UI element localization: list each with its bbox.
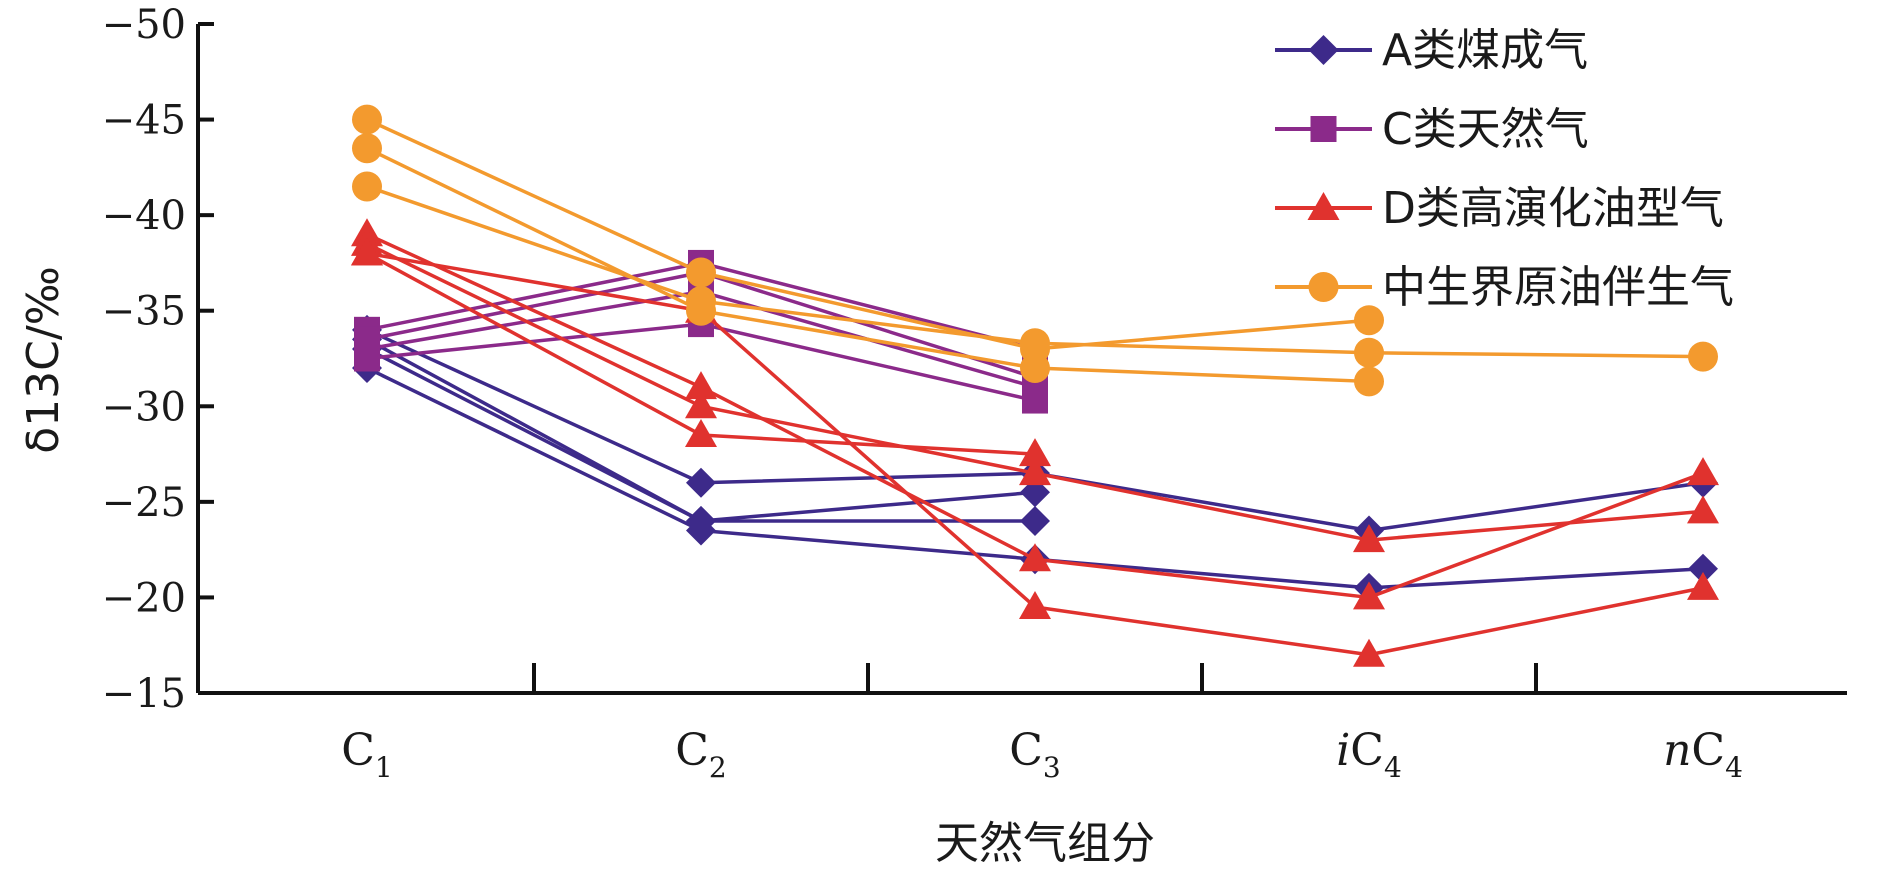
legend-marker xyxy=(1308,272,1339,302)
data-point xyxy=(686,286,716,317)
data-point xyxy=(1687,571,1719,600)
data-point xyxy=(1019,543,1051,572)
data-point xyxy=(352,133,382,164)
y-tick-label: −50 xyxy=(102,2,186,48)
legend-marker xyxy=(1310,116,1337,142)
data-point xyxy=(1354,337,1384,368)
data-point xyxy=(1022,387,1048,414)
series-4 xyxy=(352,104,1718,397)
data-point xyxy=(1353,524,1385,553)
axes xyxy=(196,24,1847,695)
x-tick-label: C3 xyxy=(1009,725,1061,784)
y-tick-label: −25 xyxy=(102,480,186,526)
data-point xyxy=(686,467,716,498)
data-point xyxy=(1020,328,1050,359)
legend-label: D类高演化油型气 xyxy=(1382,183,1724,234)
data-point xyxy=(1688,341,1718,372)
data-point xyxy=(1020,505,1050,536)
legend-item: C类天然气 xyxy=(1275,104,1589,155)
y-tick-label: −15 xyxy=(102,671,186,717)
legend-item: D类高演化油型气 xyxy=(1275,183,1724,234)
legend-item: 中生界原油伴生气 xyxy=(1275,262,1734,313)
data-point xyxy=(1020,353,1050,384)
data-point xyxy=(352,104,382,135)
data-point xyxy=(1688,553,1718,584)
y-tick-label: −45 xyxy=(102,98,186,144)
data-point xyxy=(686,515,716,546)
legend-marker xyxy=(1307,192,1340,220)
legend-label: A类煤成气 xyxy=(1382,25,1588,76)
data-point xyxy=(1353,638,1385,667)
data-point xyxy=(1354,366,1384,397)
data-point xyxy=(354,345,380,372)
legend-label: C类天然气 xyxy=(1382,104,1589,155)
legend-item: A类煤成气 xyxy=(1275,25,1588,76)
x-axis-title: 天然气组分 xyxy=(935,818,1155,869)
data-point xyxy=(685,390,717,419)
data-point xyxy=(686,257,716,288)
legend-marker xyxy=(1308,35,1339,65)
data-point xyxy=(1354,305,1384,336)
y-tick-label: −40 xyxy=(102,193,186,239)
x-tick-label: C2 xyxy=(675,725,727,784)
data-point xyxy=(1687,457,1719,486)
data-point xyxy=(1019,457,1051,486)
y-axis-title: δ13C/‰ xyxy=(18,266,69,454)
y-tick-label: −35 xyxy=(102,289,186,335)
series-3 xyxy=(351,218,1719,667)
series-group xyxy=(351,104,1719,667)
legend-label: 中生界原油伴生气 xyxy=(1382,262,1734,313)
y-axis-title-wrap: δ13C/‰ xyxy=(18,266,69,454)
data-point xyxy=(685,371,717,400)
x-tick-label: iC4 xyxy=(1336,725,1402,784)
data-point xyxy=(351,237,383,266)
data-point xyxy=(352,171,382,202)
data-point xyxy=(1353,581,1385,610)
x-tick-label: C1 xyxy=(341,725,393,784)
y-tick-label: −20 xyxy=(102,575,186,621)
data-point xyxy=(1687,495,1719,524)
data-point xyxy=(1019,438,1051,467)
data-point xyxy=(685,418,717,447)
x-tick-label: nC4 xyxy=(1663,725,1743,784)
y-axis-ticks: −50 −45 −40 −35 −30 −25 −20 −15 xyxy=(102,2,214,717)
data-point xyxy=(1019,590,1051,619)
series-line xyxy=(366,146,1370,384)
x-axis-ticks: C1 C2 C3 iC4 nC4 xyxy=(341,663,1743,784)
y-tick-label: −30 xyxy=(102,384,186,430)
series-line xyxy=(366,117,1370,351)
